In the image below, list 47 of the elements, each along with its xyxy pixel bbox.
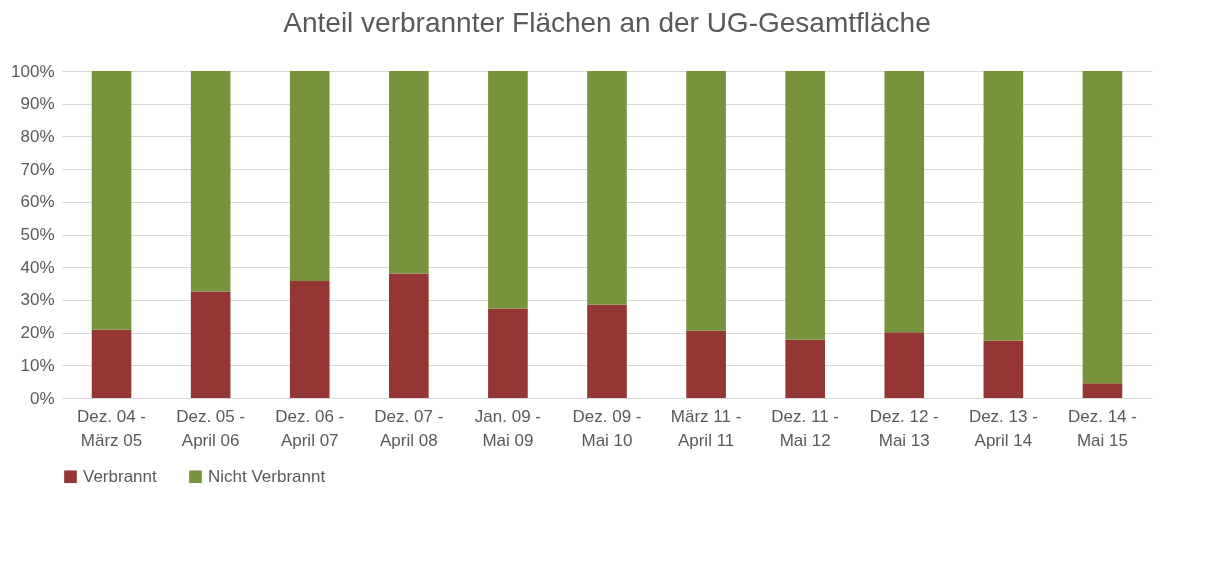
- bar: [1082, 383, 1123, 398]
- x-tick-label: Dez. 07 - April 08: [374, 406, 444, 450]
- y-tick-label: 40%: [20, 257, 55, 277]
- x-tick-label: Dez. 05 - April 06: [176, 406, 246, 450]
- bar: [983, 71, 1024, 341]
- legend-label: Nicht Verbrannt: [208, 466, 326, 486]
- x-tick-label: Dez. 14 - Mai 15: [1067, 406, 1137, 450]
- bar: [587, 71, 627, 305]
- bar: [587, 304, 627, 398]
- x-tick-label: Jan. 09 - Mai 09: [474, 406, 541, 450]
- bar: [785, 71, 825, 340]
- bar: [1082, 71, 1123, 384]
- bar: [488, 308, 528, 398]
- bar: [884, 71, 925, 333]
- x-tick-label: Dez. 09 - Mai 10: [572, 406, 642, 450]
- x-tick-label: Dez. 06 - April 07: [275, 406, 345, 450]
- y-tick-label: 100%: [11, 61, 55, 81]
- x-tick-label: Dez. 11 - Mai 12: [771, 406, 840, 450]
- x-tick-label: Dez. 04 - März 05: [77, 406, 147, 450]
- bar: [91, 329, 132, 398]
- y-tick-label: 30%: [20, 290, 55, 310]
- y-tick-label: 60%: [20, 192, 55, 212]
- bar: [289, 280, 330, 398]
- y-tick-label: 0%: [29, 388, 55, 408]
- bar: [686, 71, 726, 331]
- bar: [686, 330, 726, 398]
- bar: [389, 273, 429, 398]
- y-tick-label: 50%: [20, 225, 55, 244]
- y-tick-label: 20%: [20, 323, 55, 343]
- legend-label: Verbrannt: [83, 466, 157, 486]
- bar: [884, 332, 925, 398]
- bar: [389, 71, 429, 274]
- x-tick-label: Dez. 13 - April 14: [968, 406, 1038, 450]
- bar: [190, 71, 231, 292]
- bar: [785, 339, 825, 398]
- y-tick-label: 10%: [20, 355, 55, 375]
- y-tick-label: 80%: [20, 126, 55, 146]
- bar: [488, 71, 528, 309]
- x-tick-label: Dez. 12 - Mai 13: [869, 406, 939, 450]
- bar: [190, 291, 231, 398]
- y-tick-label: 90%: [20, 94, 55, 114]
- bar: [289, 71, 330, 281]
- chart-title: Anteil verbrannter Flächen an der UG-Gesamtfläche: [283, 7, 931, 38]
- bar: [983, 340, 1024, 398]
- y-tick-label: 70%: [20, 159, 55, 179]
- x-tick-label: März 11 - April 11: [670, 406, 742, 450]
- bar: [91, 71, 132, 330]
